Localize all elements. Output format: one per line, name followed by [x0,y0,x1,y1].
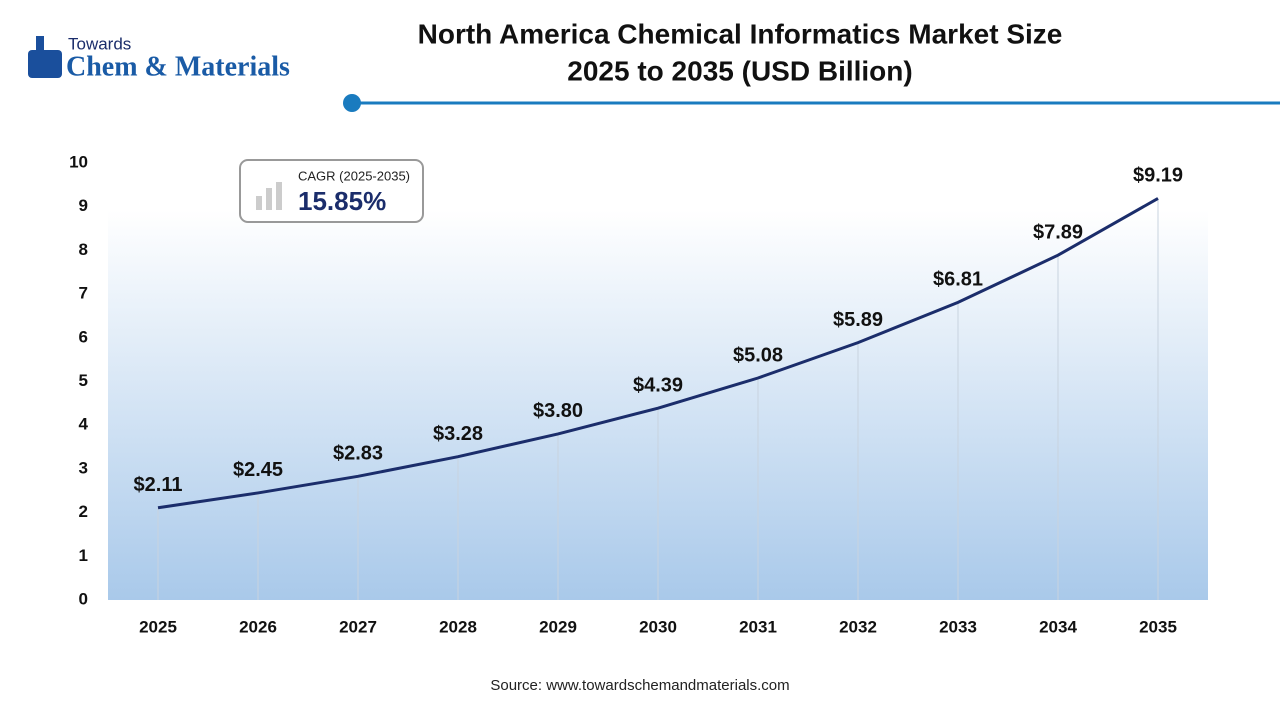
cagr-value: 15.85% [298,186,386,216]
data-label: $7.89 [1033,221,1083,243]
cagr-frame [239,159,424,223]
cagr-box: CAGR (2025-2035) 15.85% [239,159,424,223]
y-tick-label: 4 [79,415,89,434]
data-label: $9.19 [1133,165,1183,187]
data-label: $6.81 [933,269,983,291]
x-tick-label: 2029 [539,617,577,636]
data-label: $3.80 [533,400,583,422]
x-tick-label: 2031 [739,617,777,636]
x-tick-label: 2025 [139,617,177,636]
y-tick-label: 0 [79,589,88,608]
data-label: $2.11 [134,474,183,496]
x-tick-label: 2034 [1039,617,1077,636]
data-label: $3.28 [433,423,483,445]
y-tick-label: 1 [79,546,88,565]
y-tick-label: 9 [79,196,88,215]
x-tick-label: 2027 [339,617,377,636]
logo: Towards Chem & Materials [28,34,290,82]
logo-bottom: Chem & Materials [66,51,290,82]
y-tick-label: 8 [79,240,88,259]
y-tick-label: 6 [79,327,88,346]
x-tick-label: 2026 [239,617,277,636]
y-tick-label: 5 [79,371,88,390]
cagr-label: CAGR (2025-2035) [298,168,410,183]
y-tick-label: 2 [79,502,88,521]
data-label: $5.89 [833,309,883,331]
data-label: $2.45 [233,459,283,481]
x-tick-label: 2035 [1139,617,1177,636]
chart-title: North America Chemical Informatics Marke… [418,18,1063,49]
divider-dot [343,94,361,112]
logo-icon [28,50,62,78]
source: Source: www.towardschemandmaterials.com [490,677,789,694]
x-tick-label: 2033 [939,617,977,636]
data-label: $2.83 [333,443,383,465]
data-label: $4.39 [633,374,683,396]
x-tick-label: 2032 [839,617,877,636]
x-tick-label: 2028 [439,617,477,636]
line [157,197,1159,510]
x-tick-label: 2030 [639,617,677,636]
cagr-icon [276,182,282,210]
logo-icon [36,36,44,52]
cagr-icon [256,196,262,210]
data-label: $5.08 [733,344,783,366]
logo-top: Towards [68,34,131,53]
y-tick-label: 10 [69,152,88,171]
chart-subtitle: 2025 to 2035 (USD Billion) [567,55,912,86]
y-tick-label: 3 [79,458,88,477]
cagr-icon [266,188,272,210]
y-tick-label: 7 [79,284,88,303]
